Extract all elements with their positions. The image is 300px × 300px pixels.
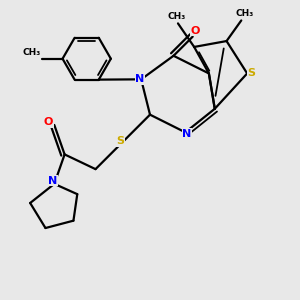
Text: S: S [248, 68, 256, 78]
Text: N: N [135, 74, 144, 84]
Text: CH₃: CH₃ [235, 10, 253, 19]
Text: N: N [48, 176, 58, 186]
Text: S: S [117, 136, 124, 146]
Text: O: O [44, 117, 53, 127]
Text: CH₃: CH₃ [22, 48, 41, 57]
Text: O: O [191, 26, 200, 36]
Text: CH₃: CH₃ [167, 12, 186, 21]
Text: N: N [182, 129, 191, 139]
